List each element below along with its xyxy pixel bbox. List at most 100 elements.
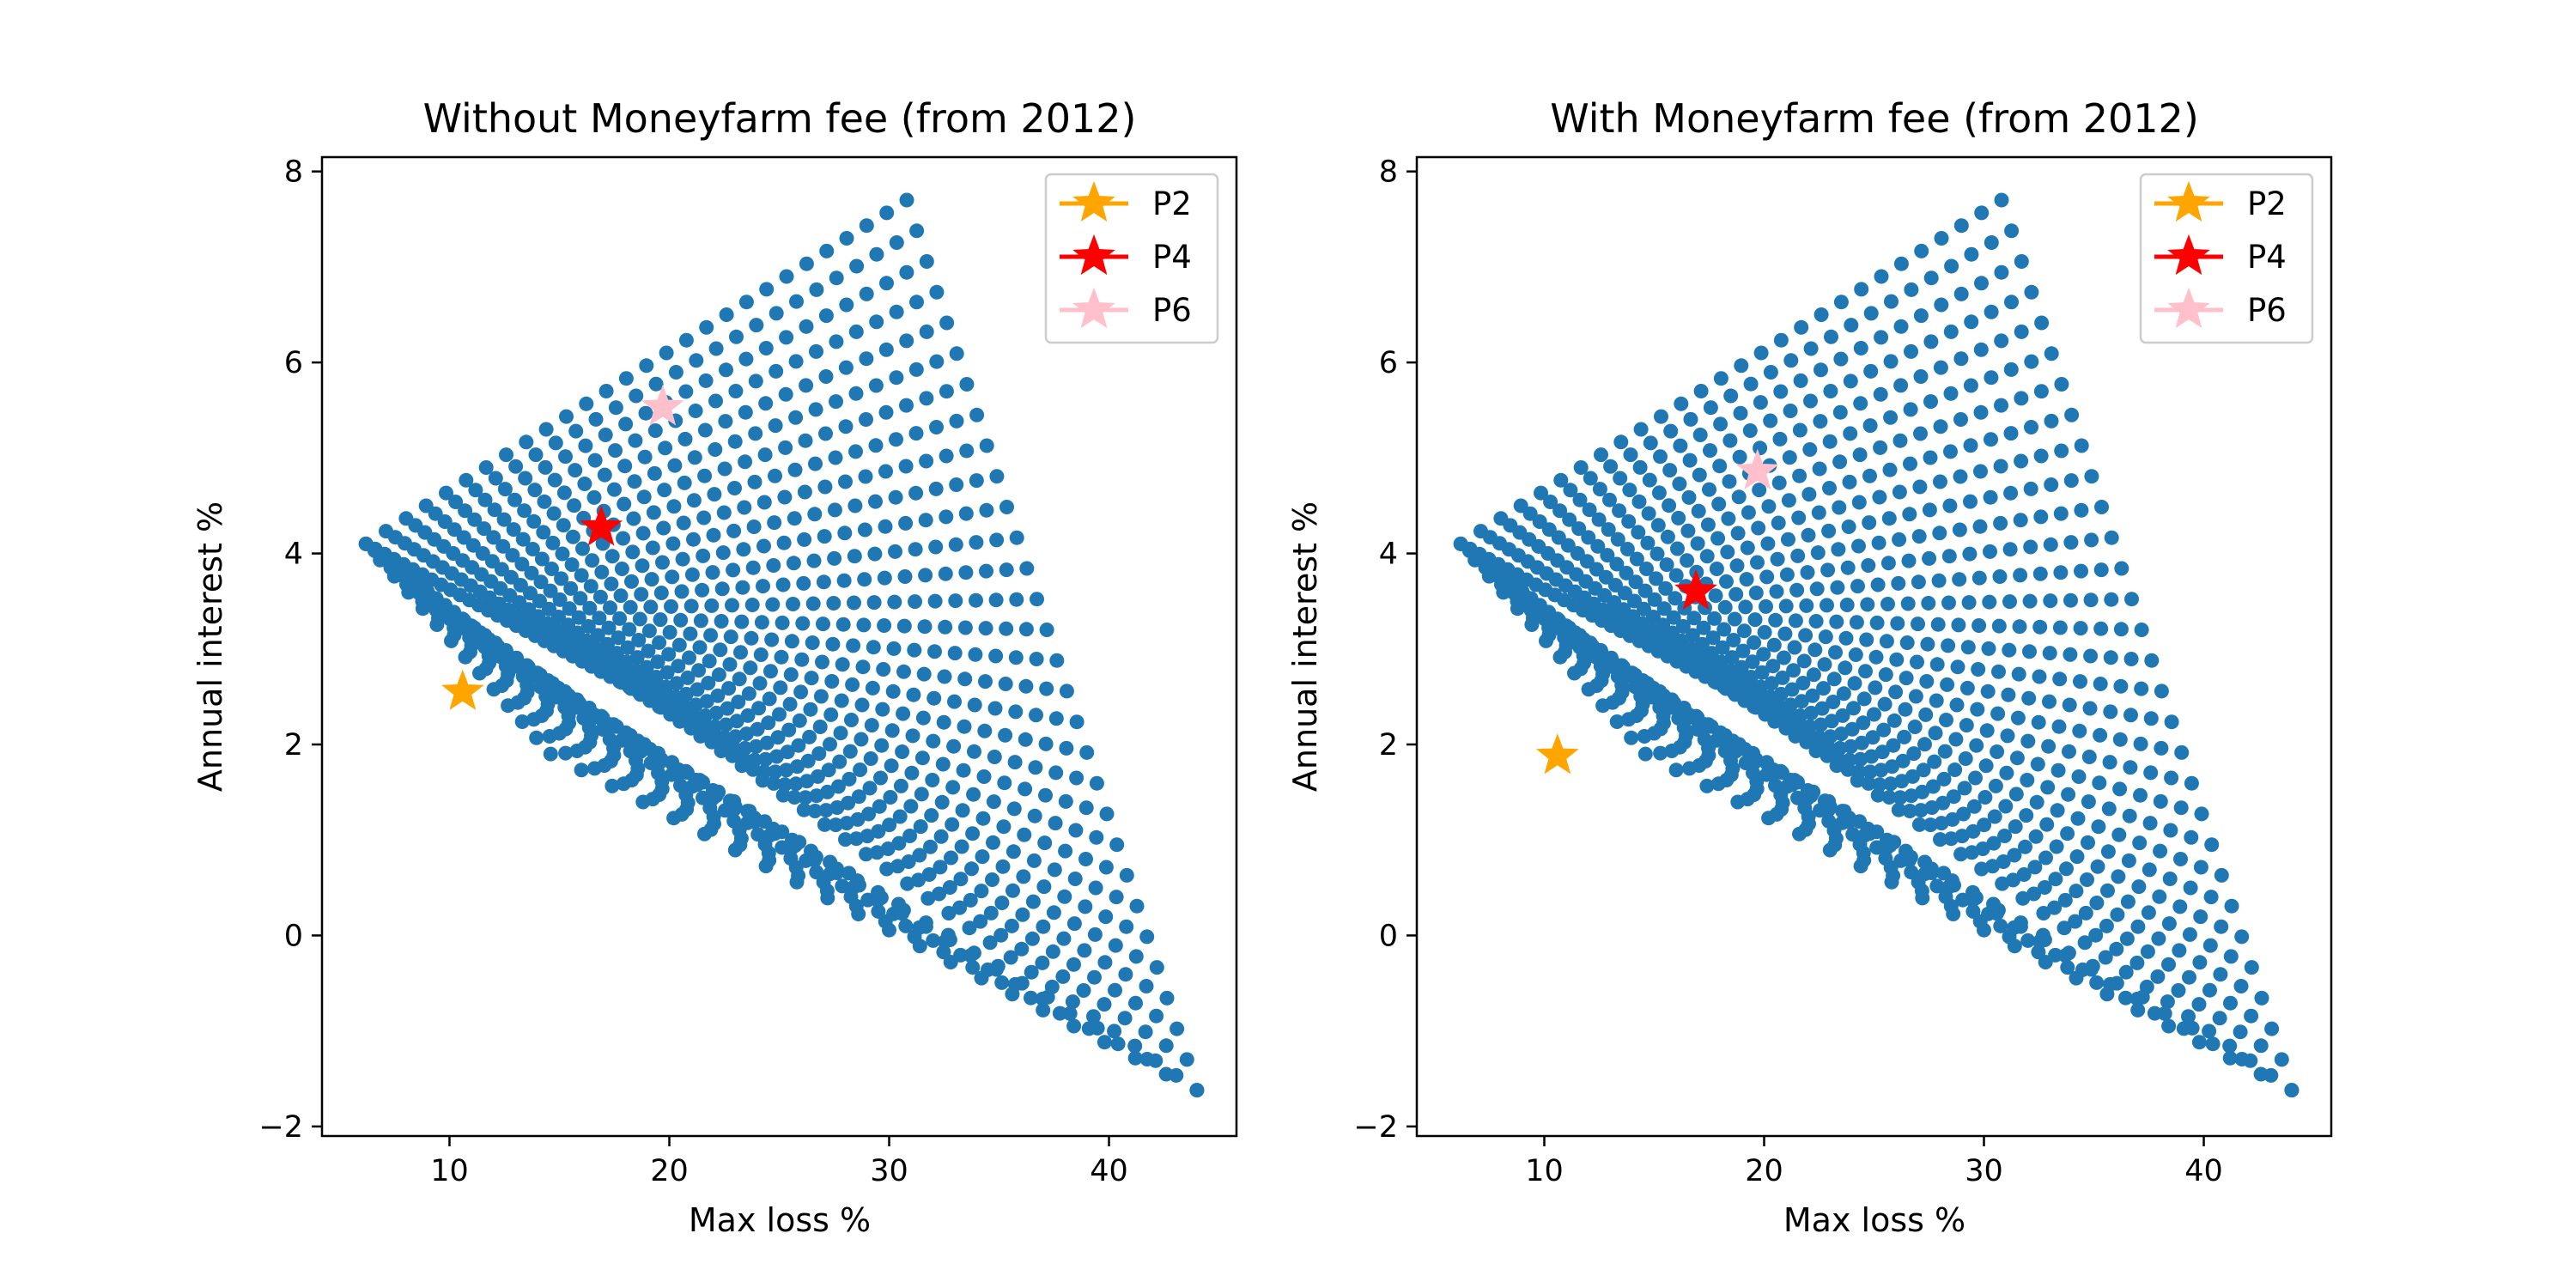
data-point	[1902, 507, 1917, 522]
x-tick-label: 10	[430, 1154, 469, 1188]
x-tick-label: 40	[2184, 1154, 2223, 1188]
data-point	[2223, 995, 2238, 1011]
data-point	[617, 496, 632, 512]
data-point	[845, 677, 860, 692]
data-point	[1929, 693, 1944, 708]
data-point	[1821, 523, 1837, 538]
data-point	[2274, 1052, 2289, 1067]
data-point	[543, 583, 558, 598]
data-point	[1747, 699, 1762, 714]
data-point	[783, 667, 799, 683]
data-point	[1851, 495, 1867, 510]
data-point	[926, 933, 941, 948]
data-point	[716, 505, 732, 520]
data-point	[1959, 718, 1974, 733]
data-point	[1852, 814, 1868, 829]
data-point	[2284, 1083, 2300, 1098]
data-point	[750, 827, 766, 842]
data-point	[975, 811, 991, 826]
data-point	[1573, 460, 1589, 475]
data-point	[1027, 808, 1042, 823]
data-point	[1189, 1083, 1205, 1098]
data-point	[1621, 513, 1637, 529]
data-point	[634, 586, 649, 602]
data-point	[1946, 789, 1961, 805]
data-point	[1016, 869, 1031, 884]
data-point	[919, 324, 934, 339]
data-point	[2164, 714, 2179, 730]
data-point	[546, 506, 562, 521]
data-point	[2077, 935, 2093, 951]
data-point	[1794, 319, 1809, 335]
data-point	[2142, 816, 2158, 831]
data-point	[571, 610, 586, 625]
data-point	[925, 773, 940, 787]
data-point	[2184, 1020, 2200, 1036]
data-point	[1089, 829, 1104, 845]
data-point	[1869, 824, 1885, 840]
data-point	[2006, 872, 2020, 888]
data-point	[909, 223, 925, 239]
data-point	[875, 702, 890, 717]
data-point	[1873, 386, 1888, 402]
data-point	[892, 809, 908, 824]
data-point	[1024, 990, 1038, 1005]
data-point	[1953, 351, 1969, 367]
data-point	[1956, 806, 1971, 822]
data-point	[1649, 571, 1664, 586]
data-point	[1961, 595, 1977, 611]
data-point	[804, 843, 818, 859]
markers-layer	[440, 385, 684, 710]
data-point	[1792, 422, 1807, 438]
data-point	[1867, 707, 1881, 722]
data-point	[1944, 258, 1959, 274]
data-point	[1086, 1009, 1101, 1024]
data-point	[1959, 680, 1975, 696]
data-point	[868, 378, 884, 393]
data-point	[757, 814, 773, 829]
data-point	[1965, 823, 1981, 839]
data-point	[778, 440, 793, 455]
legend-star-icon	[1072, 180, 1115, 222]
data-point	[969, 473, 984, 489]
data-point	[2133, 736, 2148, 751]
data-point	[1898, 702, 1913, 717]
data-point	[2074, 438, 2089, 453]
data-point	[1966, 799, 1982, 814]
data-point	[1018, 622, 1034, 637]
data-point	[850, 811, 866, 827]
data-point	[1899, 843, 1913, 859]
data-point	[1931, 573, 1947, 588]
data-point	[1607, 578, 1623, 592]
data-point	[1881, 790, 1897, 805]
data-point	[859, 351, 874, 367]
data-point	[859, 412, 873, 427]
data-point	[823, 737, 837, 752]
data-point	[1790, 790, 1805, 805]
data-point	[1098, 860, 1114, 875]
data-point	[1612, 503, 1627, 519]
data-point	[2222, 1050, 2238, 1066]
data-point	[656, 520, 671, 536]
data-point	[1892, 532, 1907, 547]
data-point	[738, 295, 754, 310]
data-point	[1055, 969, 1071, 984]
data-point	[459, 472, 474, 488]
data-point	[1158, 1038, 1174, 1054]
data-point	[1994, 333, 2009, 349]
data-point	[701, 676, 716, 690]
data-point	[719, 362, 733, 378]
data-point	[1954, 829, 1970, 844]
data-point	[1832, 454, 1848, 470]
data-point	[993, 927, 1009, 943]
data-point	[2161, 916, 2177, 932]
data-point	[726, 793, 742, 809]
data-point	[1098, 909, 1114, 925]
data-point	[1735, 643, 1751, 659]
data-point	[1983, 489, 1998, 505]
data-point	[2113, 678, 2129, 694]
data-point	[1709, 562, 1724, 576]
x-tick-label: 10	[1525, 1154, 1564, 1188]
